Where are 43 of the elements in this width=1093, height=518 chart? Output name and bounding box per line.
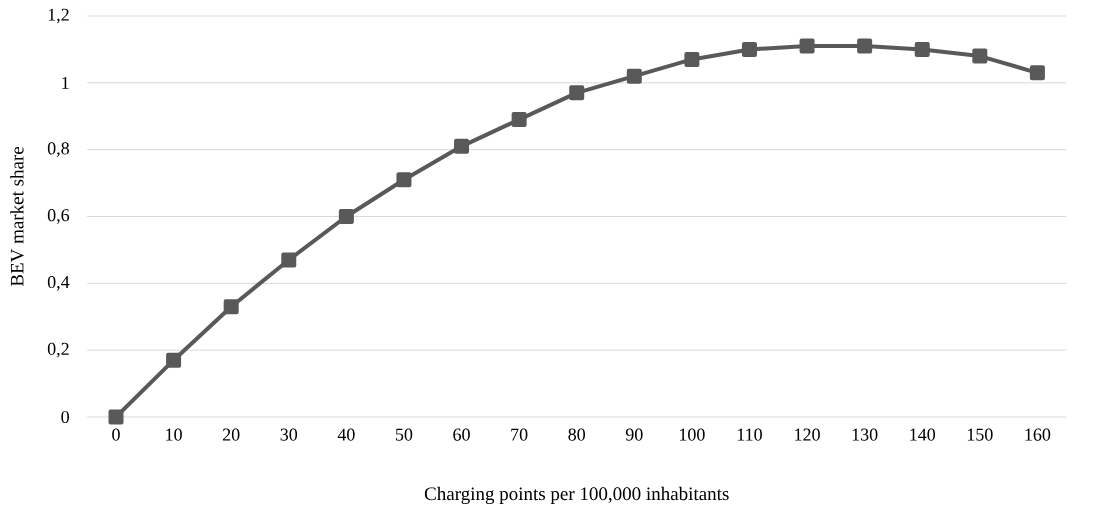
x-tick-label: 70 (511, 428, 528, 441)
y-axis-title: BEV market share (10, 146, 24, 287)
x-tick-label: 90 (625, 428, 643, 441)
x-tick-label: 40 (337, 428, 355, 441)
y-tick-label: 1 (62, 76, 69, 89)
x-tick-label: 120 (795, 428, 820, 441)
point (684, 51, 700, 67)
point (396, 172, 412, 188)
x-axis-title: Charging points per 100,000 inhabitants (424, 486, 729, 505)
point (454, 138, 470, 154)
x-tick-label: 160 (1025, 428, 1051, 441)
point (972, 48, 988, 64)
point (223, 299, 239, 315)
x-tick-label: 30 (280, 428, 298, 441)
y-tick-label: 0 (61, 410, 69, 424)
point (338, 208, 354, 224)
x-tick-label: 0 (112, 428, 120, 441)
y-tick-label: 0,8 (47, 142, 69, 158)
x-tick-label: 50 (396, 428, 413, 441)
point (799, 38, 815, 54)
x-tick-label: 100 (679, 428, 705, 441)
y-tick-label: 1,2 (48, 8, 69, 24)
x-tick-label: 150 (967, 428, 993, 441)
point (108, 409, 124, 425)
point (166, 352, 182, 368)
y-tick-label: 0,2 (47, 342, 69, 358)
point (626, 68, 642, 84)
point (857, 38, 873, 54)
point (914, 41, 930, 57)
point (1029, 65, 1045, 81)
x-tick-label: 130 (852, 428, 878, 441)
point (741, 41, 757, 57)
x-tick-label: 60 (453, 428, 470, 441)
x-tick-label: 10 (166, 428, 182, 441)
y-tick-label: 0,6 (47, 209, 70, 224)
point (511, 112, 527, 128)
point (569, 85, 585, 101)
x-tick-label: 80 (568, 428, 586, 441)
x-tick-label: 110 (737, 428, 762, 441)
x-tick-label: 140 (910, 428, 936, 441)
point (281, 252, 297, 268)
x-tick-label: 20 (222, 428, 240, 441)
y-tick-label: 0,4 (47, 275, 70, 291)
